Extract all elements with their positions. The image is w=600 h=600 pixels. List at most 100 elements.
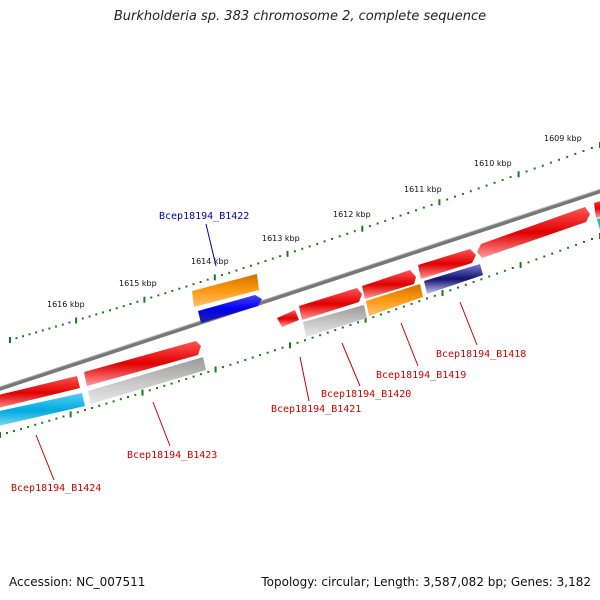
gene-label-B1421[interactable]: Bcep18194_B1421 (271, 404, 361, 415)
minor-tick (319, 334, 322, 337)
minor-tick (376, 222, 379, 225)
gene-arrow-B1424[interactable] (0, 393, 85, 428)
gene-arrow-red-5[interactable] (84, 341, 201, 386)
major-tick (141, 389, 144, 396)
minor-tick (264, 260, 267, 262)
minor-tick (185, 377, 188, 380)
minor-tick (229, 363, 232, 366)
kbp-label-1613: 1613 kbp (262, 234, 300, 243)
major-tick (364, 316, 367, 323)
minor-tick (88, 315, 91, 318)
gene-arrow-B1420[interactable] (303, 305, 367, 337)
minor-tick (61, 323, 64, 326)
gene-label-B1418[interactable]: Bcep18194_B1418 (436, 349, 526, 360)
gene-arrow-red-2[interactable] (362, 270, 416, 299)
minor-tick (164, 292, 167, 295)
gene-label-B1422[interactable]: Bcep18194_B1422 (159, 211, 249, 222)
minor-tick (13, 430, 15, 432)
gene-arrow-B1423[interactable] (88, 357, 206, 404)
minor-tick (469, 190, 472, 193)
minor-tick (170, 382, 173, 385)
minor-tick (129, 303, 132, 305)
minor-tick (35, 331, 38, 334)
major-tick (289, 342, 291, 349)
minor-tick (353, 230, 356, 233)
minor-tick (68, 321, 71, 324)
major-tick (69, 411, 72, 418)
chromosome-backbone-highlight (0, 188, 600, 388)
minor-tick (316, 242, 319, 245)
leader-B1418 (459, 301, 478, 346)
inner-tick-track (0, 233, 600, 438)
minor-tick (102, 311, 105, 314)
kbp-label-1612: 1612 kbp (333, 210, 371, 219)
minor-tick (259, 354, 262, 357)
minor-tick (91, 407, 94, 409)
minor-tick (331, 237, 334, 240)
minor-tick (457, 286, 459, 289)
kbp-label-1616: 1616 kbp (47, 300, 85, 309)
major-tick (286, 250, 289, 257)
major-tick (9, 337, 11, 343)
gene-arrow-red-6[interactable] (0, 376, 80, 410)
major-tick (214, 366, 217, 373)
gene-arrow-red-3[interactable] (418, 249, 476, 279)
minor-tick (430, 203, 433, 206)
minor-tick (20, 427, 23, 430)
minor-tick (249, 264, 252, 267)
minor-tick (558, 158, 560, 161)
gene-arrow-B1422[interactable] (198, 295, 262, 323)
gene-arrow-B1419[interactable] (366, 284, 423, 316)
minor-tick (293, 250, 296, 253)
gene-label-B1419[interactable]: Bcep18194_B1419 (376, 370, 466, 381)
minor-tick (446, 198, 449, 201)
minor-tick (480, 278, 483, 281)
minor-tick (543, 255, 546, 258)
minor-tick (449, 289, 452, 292)
minor-tick (207, 370, 210, 373)
minor-tick (98, 404, 101, 407)
minor-tick (48, 419, 51, 422)
minor-tick (76, 411, 79, 414)
minor-tick (338, 235, 341, 238)
gene-label-B1423[interactable]: Bcep18194_B1423 (127, 450, 217, 461)
minor-tick (266, 351, 269, 354)
minor-tick (549, 161, 552, 164)
minor-tick (251, 356, 254, 359)
gene-arrow-red-edge[interactable] (594, 198, 600, 218)
minor-tick (244, 359, 247, 361)
gene-arrow-cyan-edge[interactable] (597, 215, 600, 230)
gene-arrow-red-4[interactable] (477, 207, 590, 258)
minor-tick (199, 373, 202, 376)
gene-arrow-red-small[interactable] (277, 310, 299, 327)
gene-label-B1420[interactable]: Bcep18194_B1420 (321, 389, 411, 400)
minor-tick (157, 294, 160, 297)
gene-arrow-red-1[interactable] (299, 288, 362, 320)
minor-tick (134, 393, 137, 396)
minor-tick (591, 238, 593, 240)
minor-tick (525, 170, 528, 173)
minor-tick (109, 309, 111, 312)
gene-label-B1424[interactable]: Bcep18194_B1424 (11, 483, 101, 494)
gene-arrow-B1418[interactable] (424, 264, 483, 294)
minor-tick (433, 294, 436, 297)
minor-tick (575, 243, 578, 246)
minor-tick (326, 331, 329, 334)
major-tick (213, 274, 216, 281)
leader-B1420 (341, 342, 361, 387)
minor-tick (574, 152, 577, 155)
gene-arrow-orange-outer[interactable] (192, 274, 259, 307)
leader-B1423 (152, 401, 171, 447)
leader-B1421 (299, 356, 310, 402)
minor-tick (464, 283, 467, 286)
minor-tick (511, 267, 514, 269)
minor-tick (156, 387, 158, 390)
leader-B1422 (205, 223, 217, 267)
minor-tick (308, 245, 311, 248)
minor-tick (192, 283, 195, 286)
minor-tick (296, 341, 299, 344)
minor-tick (410, 302, 413, 305)
minor-tick (304, 339, 306, 342)
minor-tick (27, 425, 30, 428)
